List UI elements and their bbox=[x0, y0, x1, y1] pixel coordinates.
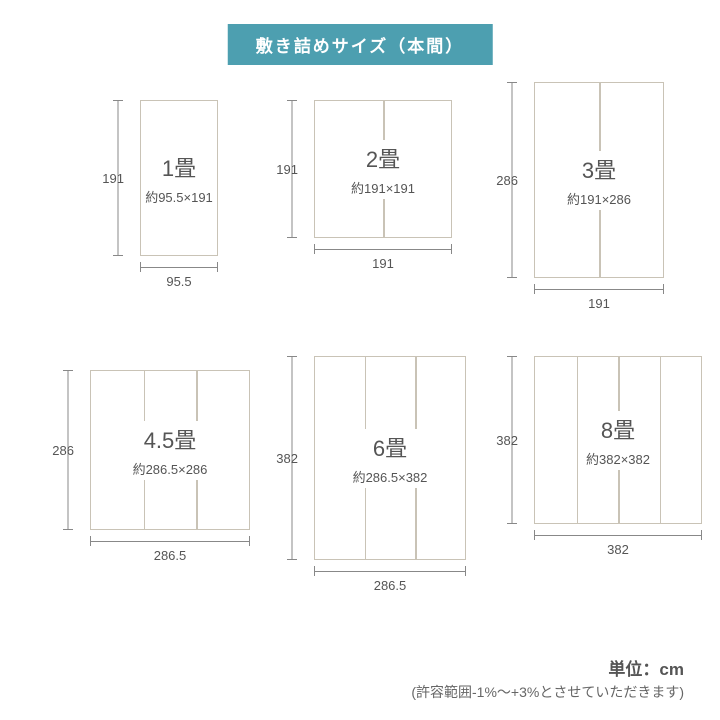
width-label: 286.5 bbox=[374, 578, 407, 593]
tatami-count: 6畳 bbox=[353, 431, 428, 463]
tatami-count: 1畳 bbox=[145, 151, 213, 183]
tatami-box: 4.5畳約286.5×286 bbox=[90, 370, 250, 530]
size-cell: 382 8畳約382×382 382 bbox=[488, 356, 708, 616]
tatami-count: 2畳 bbox=[351, 142, 415, 174]
tatami-count: 4.5畳 bbox=[133, 423, 208, 455]
tatami-dims: 約95.5×191 bbox=[145, 187, 213, 206]
height-dimension: 382 bbox=[492, 356, 532, 524]
width-dimension: 286.5 bbox=[90, 536, 250, 570]
height-dimension: 191 bbox=[98, 100, 138, 256]
width-label: 191 bbox=[588, 296, 610, 311]
tatami-dims: 約191×191 bbox=[351, 178, 415, 197]
tatami-dims: 約191×286 bbox=[567, 189, 631, 208]
tatami-box: 3畳約191×286 bbox=[534, 82, 664, 278]
height-label: 382 bbox=[496, 433, 518, 448]
width-dimension: 191 bbox=[314, 244, 452, 278]
title-text: 敷き詰めサイズ（本間） bbox=[256, 37, 465, 56]
height-label: 286 bbox=[496, 173, 518, 188]
height-dimension: 191 bbox=[272, 100, 312, 238]
size-cell: 382 6畳約286.5×382 286.5 bbox=[264, 356, 484, 616]
size-cell: 191 2畳約191×191 191 bbox=[254, 94, 464, 324]
tatami-divider bbox=[577, 357, 579, 523]
title-bar: 敷き詰めサイズ（本間） bbox=[228, 24, 493, 65]
width-dimension: 286.5 bbox=[314, 566, 466, 600]
unit-label: 単位：cm bbox=[411, 655, 684, 680]
width-label: 286.5 bbox=[154, 548, 187, 563]
height-label: 191 bbox=[276, 162, 298, 177]
tatami-box: 2畳約191×191 bbox=[314, 100, 452, 238]
footer: 単位：cm (許容範囲-1%〜+3%とさせていただきます) bbox=[411, 655, 684, 702]
height-dimension: 382 bbox=[272, 356, 312, 560]
size-cell: 191 1畳約95.5×191 95.5 bbox=[44, 94, 244, 324]
tolerance-note: (許容範囲-1%〜+3%とさせていただきます) bbox=[411, 682, 684, 702]
width-dimension: 95.5 bbox=[140, 262, 218, 296]
tatami-dims: 約286.5×286 bbox=[133, 459, 208, 478]
tatami-divider bbox=[660, 357, 662, 523]
height-label: 191 bbox=[102, 171, 124, 186]
height-label: 382 bbox=[276, 451, 298, 466]
height-label: 286 bbox=[52, 443, 74, 458]
tatami-box: 1畳約95.5×191 bbox=[140, 100, 218, 256]
width-label: 191 bbox=[372, 256, 394, 271]
tatami-box: 6畳約286.5×382 bbox=[314, 356, 466, 560]
width-dimension: 382 bbox=[534, 530, 702, 564]
width-label: 95.5 bbox=[166, 274, 191, 289]
tatami-dims: 約286.5×382 bbox=[353, 467, 428, 486]
tatami-dims: 約382×382 bbox=[586, 449, 650, 468]
tatami-count: 3畳 bbox=[567, 153, 631, 185]
tatami-count: 8畳 bbox=[586, 413, 650, 445]
tatami-box: 8畳約382×382 bbox=[534, 356, 702, 524]
size-cell: 286 4.5畳約286.5×286 286.5 bbox=[40, 370, 260, 616]
height-dimension: 286 bbox=[48, 370, 88, 530]
size-cell: 286 3畳約191×286 191 bbox=[474, 82, 692, 324]
width-dimension: 191 bbox=[534, 284, 664, 318]
width-label: 382 bbox=[607, 542, 629, 557]
height-dimension: 286 bbox=[492, 82, 532, 278]
